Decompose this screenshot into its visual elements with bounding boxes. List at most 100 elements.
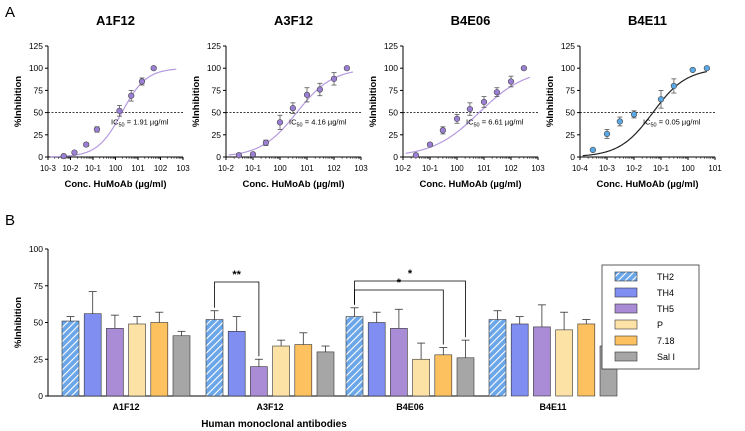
bar-chart: 0 25 50 75 100 %Inhibition Human monoclonal an… [13, 244, 700, 430]
y-tick-label: 50 [34, 318, 44, 328]
bar-sal-i [172, 335, 191, 397]
data-point [630, 111, 638, 118]
y-tick-label: 0 [38, 152, 43, 162]
legend-swatch-th2 [614, 271, 638, 282]
y-tick-label: 75 [212, 85, 222, 95]
x-axis-label: Conc. HuMoAb (µg/ml) [419, 179, 521, 190]
y-tick-label: 75 [34, 85, 44, 95]
legend-label-7-18: 7.18 [657, 336, 675, 346]
y-tick-label: 75 [34, 281, 44, 291]
data-point [616, 118, 623, 125]
dose-response-panels: A1F12 0 25 50 75 100 125 10-3 10-2 10-1 100 101 102 1… [13, 13, 722, 190]
x-tick-label: 100 [273, 164, 287, 173]
ic50-value: 0.05 µg/ml [665, 118, 701, 127]
y-axis-label: %Inhibition [545, 76, 556, 127]
y-axis-label: %Inhibition [13, 297, 24, 348]
category-label: B4E06 [396, 402, 424, 412]
bar-th4 [227, 331, 246, 397]
data-point [507, 78, 515, 85]
legend-swatch-p [614, 319, 638, 330]
y-tick-label: 25 [34, 354, 44, 364]
x-tick-label: 10-1 [422, 164, 439, 173]
x-tick-label: 101 [708, 164, 722, 173]
y-tick-label: 25 [566, 130, 576, 140]
panel-b-label: B [5, 212, 15, 229]
bar-th2 [345, 316, 364, 397]
x-tick-label: 10-3 [599, 164, 616, 173]
fit-curve [50, 68, 177, 158]
x-tick-label: 102 [327, 164, 341, 173]
y-tick-label: 100 [207, 63, 221, 73]
data-point [603, 130, 611, 138]
ic50-subscript: 50 [474, 123, 480, 129]
y-axis-label: %Inhibition [191, 76, 202, 127]
bar-th4 [510, 323, 529, 397]
bar-p [412, 358, 430, 397]
x-tick-label: 10-1 [653, 164, 670, 173]
group-b4e11: B4E11 [488, 304, 618, 412]
ic50-equals: = [125, 118, 134, 127]
data-point [60, 153, 67, 160]
bar-th2 [205, 319, 224, 397]
ic50-prefix: IC [643, 118, 651, 127]
data-point [343, 65, 350, 72]
data-point [128, 92, 135, 99]
data-point [657, 96, 665, 103]
x-tick-label: 101 [300, 164, 314, 173]
legend-swatch-th5 [614, 303, 638, 314]
ic50-value: 4.16 µg/ml [311, 118, 347, 127]
panel-title: A1F12 [96, 13, 135, 28]
ic50-equals: = [480, 118, 489, 127]
group-a3f12: A3F12 [205, 310, 335, 412]
x-tick-label: 103 [531, 164, 545, 173]
bar-th5 [106, 328, 124, 397]
legend: TH2 TH4 TH5 P 7.18 Sal I [601, 264, 700, 370]
data-point [439, 127, 446, 134]
data-point [330, 75, 338, 82]
x-tick-label: 100 [109, 164, 123, 173]
y-tick-label: 125 [29, 41, 43, 51]
ic50-annotation: IC50 = 4.16 µg/ml [289, 118, 347, 129]
y-tick-label: 25 [212, 130, 222, 140]
y-axis-label: %Inhibition [13, 76, 24, 127]
bar-p [555, 329, 573, 397]
data-point [116, 107, 123, 114]
data-point [466, 105, 473, 113]
x-tick-label: 101 [477, 164, 491, 173]
category-label: B4E11 [539, 402, 566, 412]
y-tick-label: 0 [216, 152, 221, 162]
data-point [303, 91, 311, 98]
legend-label-th4: TH4 [657, 288, 674, 298]
y-tick-label: 0 [393, 152, 398, 162]
panel-title: B4E11 [628, 13, 667, 28]
data-point [262, 139, 269, 146]
y-tick-label: 100 [29, 63, 43, 73]
x-tick-label: 10-4 [572, 164, 589, 173]
panel-title: B4E06 [451, 13, 491, 28]
data-point [150, 65, 157, 72]
significance-label: * [397, 277, 402, 289]
ic50-subscript: 50 [297, 123, 303, 129]
bracket-line [214, 281, 260, 357]
x-axis-label: Conc. HuMoAb (µg/ml) [242, 179, 344, 190]
bar-th5 [250, 366, 268, 397]
legend-swatch-7-18 [614, 335, 638, 346]
x-tick-label: 100 [450, 164, 464, 173]
x-tick-label: 10-2 [218, 164, 235, 173]
data-point [703, 65, 710, 72]
data-point [426, 141, 434, 148]
panel-a3f12: A3F12 0 25 50 75 100 125 10-2 10-1 100 101 102 103 Co… [191, 13, 368, 190]
data-point [83, 141, 90, 148]
fit-curve [405, 76, 531, 154]
ic50-equals: = [303, 118, 312, 127]
data-point [493, 89, 500, 96]
y-tick-label: 75 [389, 85, 399, 95]
x-tick-label: 101 [131, 164, 145, 173]
x-tick-label: 10-2 [626, 164, 643, 173]
y-tick-label: 100 [384, 63, 398, 73]
legend-label-th2: TH2 [657, 272, 674, 282]
data-point [276, 119, 284, 126]
x-tick-label: 10-2 [395, 164, 412, 173]
data-point [93, 126, 101, 133]
